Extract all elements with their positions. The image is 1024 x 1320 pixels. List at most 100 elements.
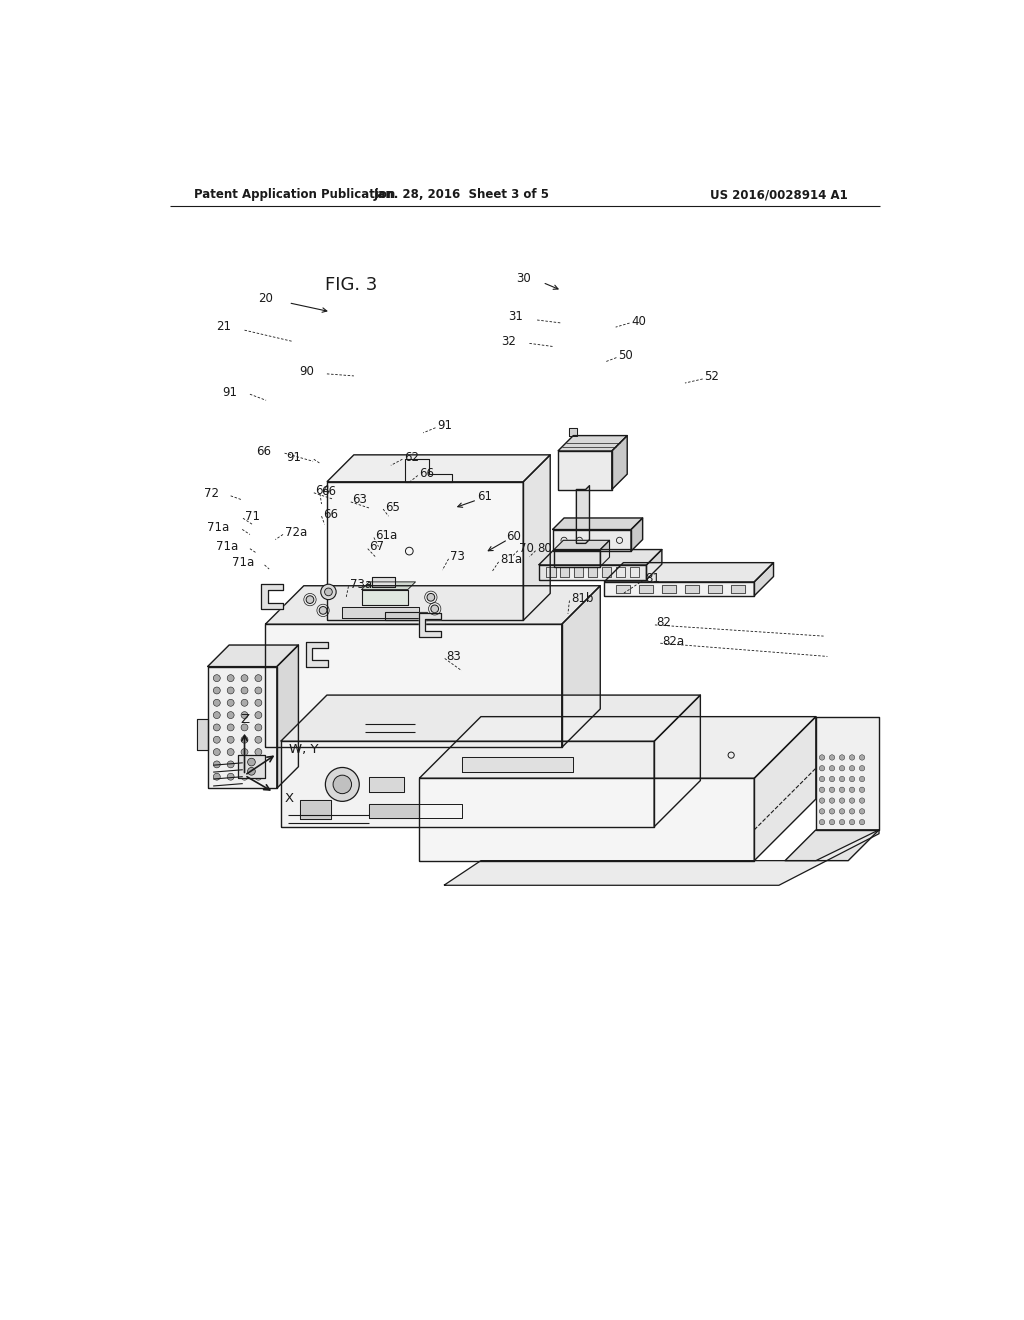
Circle shape [227, 737, 234, 743]
Circle shape [227, 675, 234, 681]
Circle shape [819, 776, 824, 781]
Polygon shape [385, 612, 427, 620]
Polygon shape [539, 549, 662, 565]
Polygon shape [685, 585, 698, 593]
Polygon shape [615, 568, 625, 577]
Circle shape [319, 607, 327, 614]
Circle shape [241, 686, 248, 694]
Circle shape [213, 748, 220, 755]
Circle shape [255, 774, 262, 780]
Circle shape [840, 766, 845, 771]
Text: 81b: 81b [571, 591, 593, 605]
Circle shape [241, 675, 248, 681]
Circle shape [840, 797, 845, 804]
Text: 61: 61 [477, 490, 493, 503]
Text: 21: 21 [216, 319, 230, 333]
Polygon shape [523, 455, 550, 620]
Circle shape [326, 767, 359, 801]
Text: 30: 30 [516, 272, 531, 285]
Circle shape [227, 723, 234, 731]
Polygon shape [370, 776, 403, 792]
Circle shape [213, 711, 220, 718]
Text: 90: 90 [299, 366, 313, 379]
Polygon shape [588, 568, 597, 577]
Circle shape [213, 723, 220, 731]
Text: 67: 67 [370, 540, 384, 553]
Text: X: X [285, 792, 294, 805]
Circle shape [241, 723, 248, 731]
Text: 73a: 73a [350, 578, 372, 591]
Text: 40: 40 [631, 314, 646, 327]
Text: 66: 66 [323, 508, 338, 520]
Polygon shape [327, 455, 550, 482]
Circle shape [849, 776, 855, 781]
Text: 73: 73 [451, 550, 465, 564]
Text: 80: 80 [538, 543, 552, 556]
Circle shape [325, 589, 333, 595]
Polygon shape [261, 585, 283, 609]
Circle shape [306, 595, 313, 603]
Circle shape [859, 809, 864, 814]
Text: 71a: 71a [216, 540, 239, 553]
Polygon shape [654, 696, 700, 826]
Text: 32: 32 [501, 335, 515, 348]
Text: 91: 91 [222, 385, 237, 399]
Polygon shape [639, 585, 652, 593]
Circle shape [829, 809, 835, 814]
Text: 63: 63 [352, 494, 368, 507]
Circle shape [227, 748, 234, 755]
Circle shape [840, 820, 845, 825]
Text: 72: 72 [204, 487, 219, 500]
Polygon shape [300, 800, 331, 818]
Polygon shape [577, 486, 590, 544]
Polygon shape [327, 482, 523, 620]
Polygon shape [406, 459, 452, 482]
Circle shape [255, 748, 262, 755]
Circle shape [227, 760, 234, 768]
Circle shape [840, 809, 845, 814]
Circle shape [333, 775, 351, 793]
Polygon shape [569, 428, 578, 436]
Circle shape [255, 760, 262, 768]
Circle shape [819, 755, 824, 760]
Polygon shape [662, 585, 676, 593]
Circle shape [241, 760, 248, 768]
Polygon shape [281, 742, 654, 826]
Circle shape [248, 758, 255, 766]
Circle shape [849, 797, 855, 804]
Polygon shape [539, 565, 646, 579]
Polygon shape [553, 529, 631, 552]
Text: 71a: 71a [231, 557, 254, 569]
Polygon shape [731, 585, 745, 593]
Polygon shape [265, 586, 600, 624]
Circle shape [213, 760, 220, 768]
Circle shape [859, 755, 864, 760]
Circle shape [241, 700, 248, 706]
Circle shape [255, 700, 262, 706]
Polygon shape [558, 436, 628, 451]
Text: 66: 66 [419, 467, 434, 480]
Circle shape [255, 737, 262, 743]
Circle shape [840, 787, 845, 792]
Circle shape [255, 711, 262, 718]
Polygon shape [554, 549, 600, 566]
Circle shape [859, 820, 864, 825]
Polygon shape [646, 549, 662, 579]
Circle shape [849, 820, 855, 825]
Text: 82a: 82a [662, 635, 684, 648]
Text: Jan. 28, 2016  Sheet 3 of 5: Jan. 28, 2016 Sheet 3 of 5 [374, 189, 550, 202]
Text: 64: 64 [315, 484, 331, 498]
Circle shape [819, 766, 824, 771]
Polygon shape [547, 568, 556, 577]
Text: US 2016/0028914 A1: US 2016/0028914 A1 [711, 189, 848, 202]
Circle shape [227, 711, 234, 718]
Circle shape [819, 809, 824, 814]
Circle shape [241, 737, 248, 743]
Polygon shape [208, 645, 298, 667]
Polygon shape [755, 562, 773, 595]
Circle shape [849, 787, 855, 792]
Circle shape [241, 774, 248, 780]
Circle shape [255, 686, 262, 694]
Text: 61a: 61a [376, 529, 397, 543]
Circle shape [859, 787, 864, 792]
